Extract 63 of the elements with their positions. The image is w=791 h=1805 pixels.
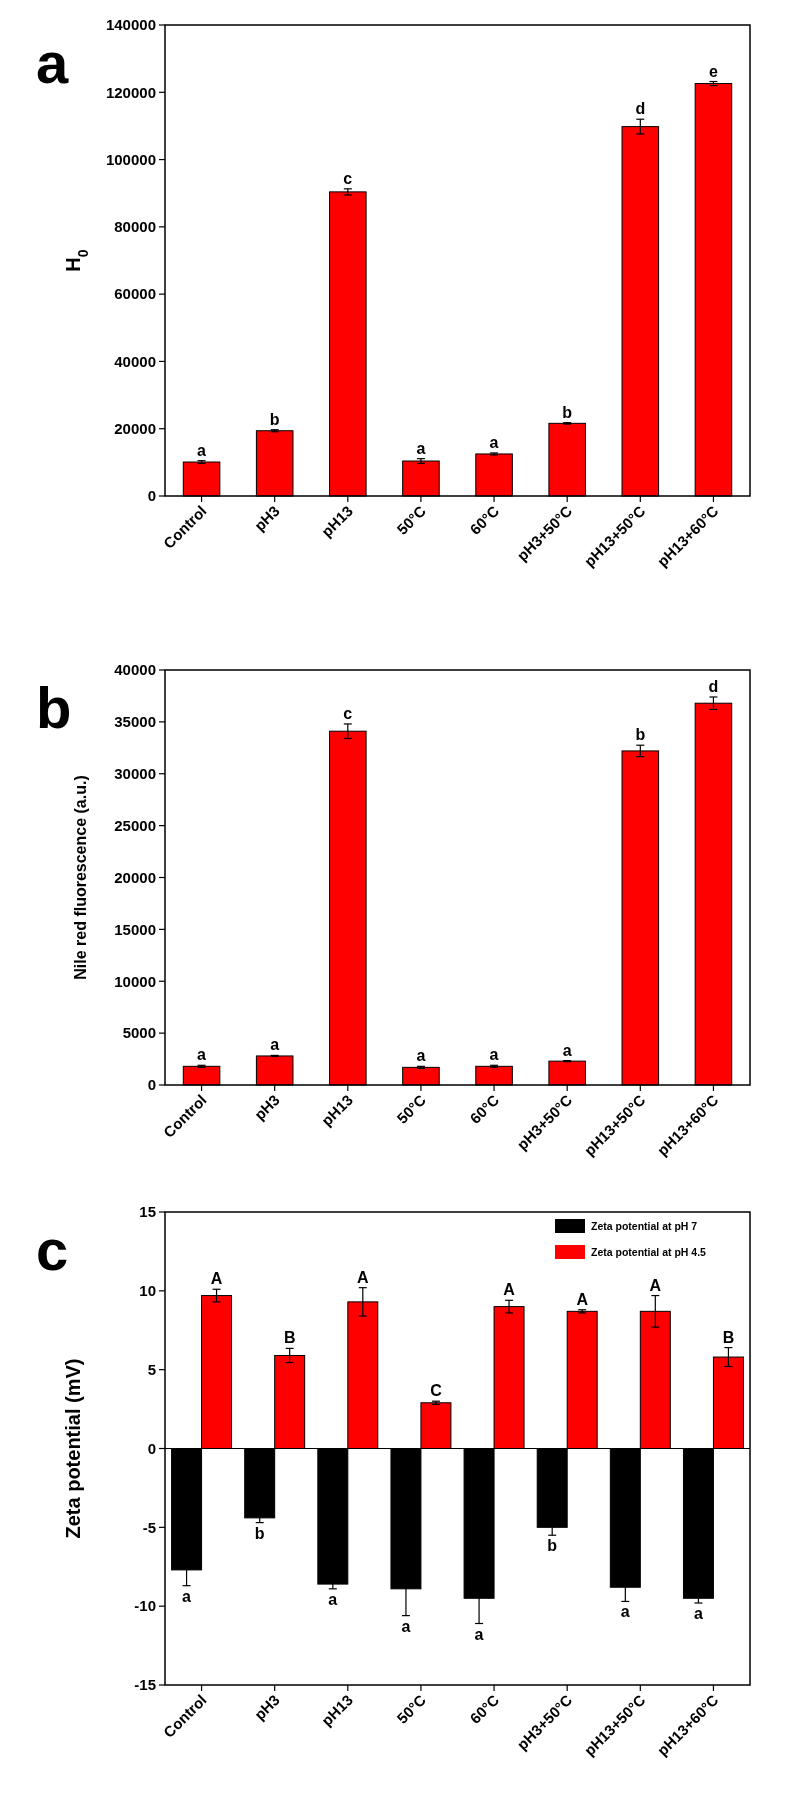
y-tick-label: 5000 [122, 1024, 156, 1042]
y-tick-label: 60000 [114, 285, 156, 303]
y-tick-label: 15 [139, 1203, 156, 1221]
y-tick-label: 20000 [114, 868, 156, 886]
annotation: a [562, 1041, 572, 1059]
chart-title: a [36, 30, 69, 95]
annotation: b [635, 726, 646, 744]
annotation: a [270, 1036, 280, 1054]
y-tick-label: 0 [147, 1439, 156, 1457]
y-tick-label: 140000 [105, 16, 156, 34]
y-tick-label: 0 [147, 487, 156, 505]
annotation: d [708, 677, 719, 695]
annotation: a [416, 1047, 426, 1065]
y-tick-label: -10 [134, 1597, 156, 1615]
annotation: a [489, 1046, 499, 1064]
y-tick-label: 0 [147, 1076, 156, 1094]
annotation: C [430, 1382, 443, 1400]
y-tick-label: 10 [139, 1282, 156, 1300]
annotation: b [254, 1524, 265, 1542]
annotation: a [401, 1617, 411, 1635]
annotation: c [343, 704, 353, 722]
chart-title: c [36, 1217, 69, 1282]
y-tick-label: 5 [147, 1360, 156, 1378]
annotation: a [620, 1603, 630, 1621]
y-axis-title: Zeta potential (mV) [62, 1358, 84, 1539]
y-tick-label: 20000 [114, 419, 156, 437]
annotation: a [416, 439, 426, 457]
y-axis-title: Nile red fluorescence (a.u.) [72, 775, 89, 980]
annotation: b [547, 1537, 558, 1555]
annotation: B [722, 1328, 735, 1346]
y-tick-label: 80000 [114, 218, 156, 236]
y-tick-label: 40000 [114, 352, 156, 370]
annotation: A [503, 1281, 516, 1299]
y-tick-label: 30000 [114, 765, 156, 782]
y-tick-label: 100000 [105, 150, 156, 168]
annotation: a [328, 1590, 338, 1608]
annotation: a [197, 441, 207, 459]
legend-label: Zeta potential at pH 7 [591, 1220, 698, 1232]
annotation: b [562, 403, 573, 421]
y-tick-label: 10000 [114, 972, 156, 990]
annotation: b [269, 410, 280, 428]
annotation: a [489, 433, 499, 451]
y-tick-label: 35000 [114, 713, 156, 731]
annotation: c [343, 169, 353, 187]
annotation: a [474, 1625, 484, 1643]
y-tick-label: -15 [134, 1676, 156, 1694]
annotation: d [635, 100, 646, 118]
annotation: A [357, 1268, 370, 1286]
y-tick-label: 120000 [105, 83, 156, 101]
legend-label: Zeta potential at pH 4.5 [591, 1246, 707, 1258]
y-tick-label: 15000 [114, 920, 156, 938]
annotation: A [649, 1276, 662, 1294]
y-tick-label: 25000 [114, 816, 156, 834]
annotation: A [576, 1290, 589, 1308]
y-tick-label: 40000 [114, 661, 156, 679]
y-tick-label: -5 [142, 1518, 156, 1536]
chart-title: b [36, 675, 72, 740]
annotation: a [693, 1605, 703, 1623]
annotation: e [708, 62, 718, 80]
annotation: a [182, 1587, 192, 1605]
annotation: B [283, 1329, 296, 1347]
annotation: a [197, 1046, 207, 1064]
annotation: A [210, 1270, 223, 1288]
